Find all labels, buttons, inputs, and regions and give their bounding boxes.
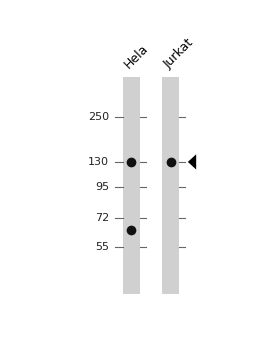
- Text: 130: 130: [88, 157, 109, 167]
- Text: 95: 95: [95, 182, 109, 192]
- Text: 250: 250: [88, 112, 109, 122]
- Bar: [123, 77, 140, 294]
- Bar: [163, 77, 179, 294]
- Text: Jurkat: Jurkat: [162, 37, 197, 71]
- Text: Hela: Hela: [122, 42, 151, 71]
- Polygon shape: [188, 154, 196, 169]
- Text: 55: 55: [95, 242, 109, 252]
- Text: 72: 72: [95, 212, 109, 223]
